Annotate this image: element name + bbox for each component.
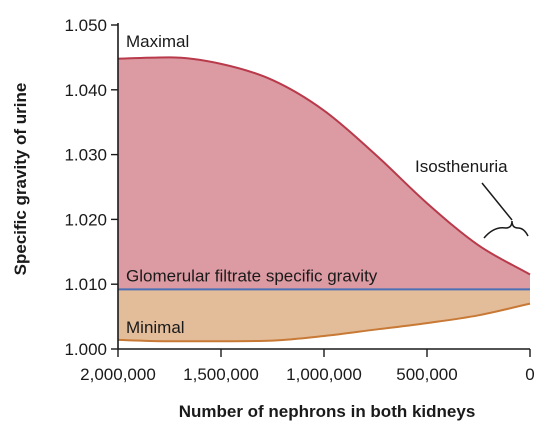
y-tick-label: 1.040 bbox=[64, 81, 107, 100]
y-tick-label: 1.030 bbox=[64, 146, 107, 165]
minimal-label: Minimal bbox=[126, 318, 185, 337]
chart-labels: 1.000 1.010 1.020 1.030 1.040 1.050 2,000,000 1… bbox=[11, 16, 535, 421]
y-tick-label: 1.020 bbox=[64, 210, 107, 229]
y-tick-label: 1.000 bbox=[64, 340, 107, 359]
minimal-line bbox=[117, 302, 531, 343]
y-axis-title: Specific gravity of urine bbox=[11, 83, 30, 276]
x-tick-label: 500,000 bbox=[396, 365, 457, 384]
minimal-area bbox=[118, 289, 530, 342]
maximal-line bbox=[117, 56, 531, 276]
x-tick-label: 1,500,000 bbox=[183, 365, 259, 384]
isosthenuria-label: Isosthenuria bbox=[415, 157, 508, 176]
isosthenuria-leader bbox=[481, 182, 513, 221]
area-fills bbox=[118, 57, 530, 342]
y-tick-label: 1.010 bbox=[64, 275, 107, 294]
series-lines bbox=[117, 56, 531, 343]
x-axis-title: Number of nephrons in both kidneys bbox=[179, 402, 476, 421]
glomerular-filtrate-label: Glomerular filtrate specific gravity bbox=[126, 266, 378, 285]
maximal-label: Maximal bbox=[126, 32, 189, 51]
isosthenuria-brace bbox=[483, 220, 529, 239]
maximal-area bbox=[118, 57, 530, 290]
x-tick-label: 1,000,000 bbox=[286, 365, 362, 384]
y-tick-label: 1.050 bbox=[64, 16, 107, 35]
x-tick-label: 2,000,000 bbox=[80, 365, 156, 384]
axes bbox=[111, 23, 531, 357]
x-tick-label: 0 bbox=[525, 365, 534, 384]
